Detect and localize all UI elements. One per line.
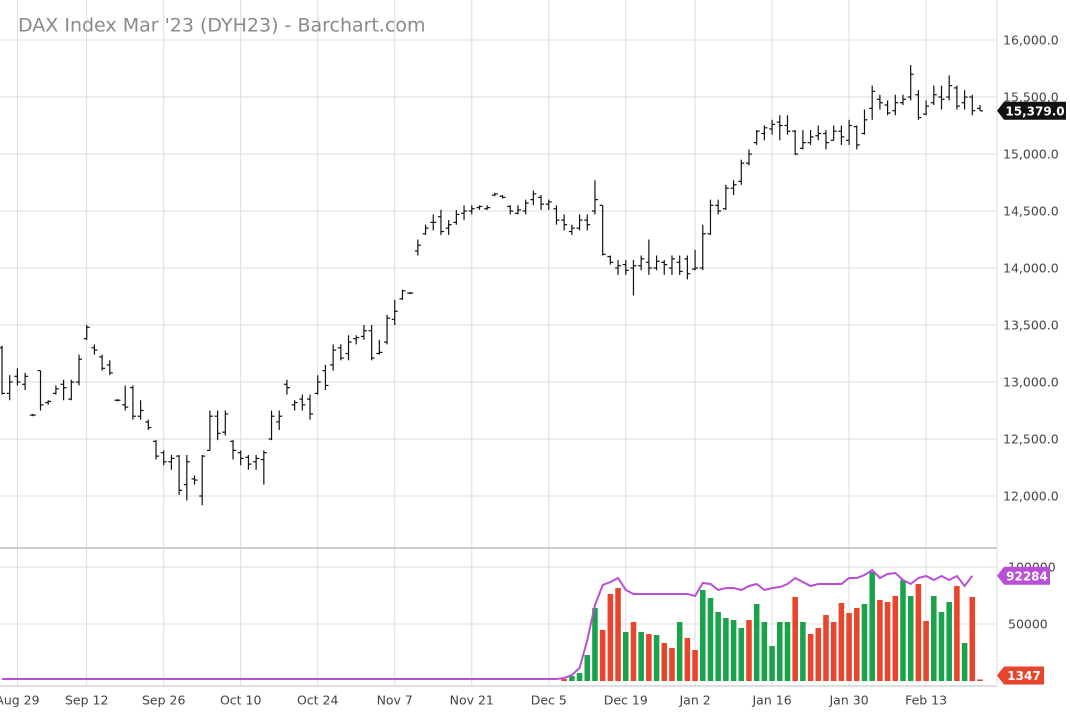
grid-layer xyxy=(0,0,998,687)
volume-bar xyxy=(777,622,783,681)
volume-bar xyxy=(915,584,922,681)
y-tick-label: 12,000.0 xyxy=(1003,489,1059,504)
volume-bar xyxy=(846,613,852,681)
volume-bar xyxy=(830,622,837,681)
volume-bar xyxy=(569,675,575,681)
volume-bar xyxy=(815,628,822,681)
volume-bar xyxy=(584,654,591,681)
volume-bar xyxy=(800,622,806,681)
volume-bar xyxy=(792,597,798,681)
x-tick-label: Jan 30 xyxy=(829,693,869,708)
volume-bar xyxy=(977,679,983,681)
volume-bar xyxy=(738,628,745,681)
volume-bar xyxy=(954,586,960,681)
x-tick-label: Aug 29 xyxy=(0,693,40,708)
volume-bar xyxy=(923,621,929,681)
volume-bar xyxy=(615,588,621,681)
volume-bar xyxy=(769,646,775,681)
y-tick-label: 15,000.0 xyxy=(1003,147,1059,162)
volume-bar xyxy=(869,572,875,681)
x-tick-label: Oct 10 xyxy=(220,693,262,708)
volume-bar xyxy=(969,597,976,681)
x-tick-label: Sep 12 xyxy=(65,693,108,708)
volume-bar xyxy=(900,579,906,681)
x-tick-label: Nov 21 xyxy=(450,693,494,708)
x-tick-label: Feb 13 xyxy=(905,693,947,708)
volume-bar xyxy=(746,620,752,681)
y-tick-label: 13,500.0 xyxy=(1003,318,1059,333)
volume-bar xyxy=(592,607,598,681)
volume-bar xyxy=(784,622,791,681)
volume-bar xyxy=(838,603,845,681)
volume-bar xyxy=(684,638,691,681)
volume-bar xyxy=(599,629,606,681)
volume-bar xyxy=(607,593,614,681)
volume-bar xyxy=(907,596,914,681)
volume-bar xyxy=(877,600,883,681)
open-interest-badge-label: 92284 xyxy=(1006,569,1048,583)
y-tick-label: 14,000.0 xyxy=(1003,261,1059,276)
volume-bar xyxy=(576,672,583,681)
volume-bar xyxy=(807,633,814,681)
volume-bar xyxy=(884,602,891,681)
volume-bar xyxy=(646,633,652,681)
x-tick-label: Nov 7 xyxy=(377,693,413,708)
volume-bar xyxy=(692,650,698,681)
marks-layer xyxy=(0,65,983,681)
volume-bar xyxy=(946,602,952,681)
y-tick-label: 12,500.0 xyxy=(1003,432,1059,447)
volume-bar xyxy=(823,614,829,681)
volume-tick-label: 50000 xyxy=(1008,617,1048,632)
volume-bar xyxy=(723,618,729,681)
y-tick-label: 16,000.0 xyxy=(1003,33,1059,48)
volume-bar xyxy=(561,679,567,681)
volume-bar xyxy=(931,596,937,681)
last-price-badge-label: 15,379.0 xyxy=(1005,104,1064,118)
open-interest-line xyxy=(2,568,974,680)
volume-bar xyxy=(892,596,899,681)
y-tick-label: 15,500.0 xyxy=(1003,90,1059,105)
volume-badge xyxy=(997,666,1044,685)
volume-bar xyxy=(638,632,644,681)
volume-bar xyxy=(653,635,660,681)
volume-bar xyxy=(630,622,637,681)
x-tick-label: Jan 16 xyxy=(752,693,792,708)
volume-bar xyxy=(699,589,706,681)
x-tick-label: Oct 24 xyxy=(297,693,339,708)
volume-badge-label: 1347 xyxy=(1007,669,1040,683)
volume-bar xyxy=(715,611,721,681)
labels-layer: DAX Index Mar '23 (DYH23) - Barchart.com… xyxy=(0,15,1066,708)
volume-bar xyxy=(669,647,675,681)
y-tick-label: 14,500.0 xyxy=(1003,204,1059,219)
volume-bar xyxy=(761,622,768,681)
x-tick-label: Dec 19 xyxy=(604,693,648,708)
open-interest-badge xyxy=(997,566,1050,585)
volume-bar xyxy=(707,597,714,681)
x-tick-label: Sep 26 xyxy=(142,693,185,708)
volume-bar xyxy=(854,607,860,681)
volume-bar xyxy=(622,632,629,681)
volume-bar xyxy=(676,622,683,681)
chart-title: DAX Index Mar '23 (DYH23) - Barchart.com xyxy=(18,15,426,37)
volume-bar xyxy=(938,611,945,681)
last-price-badge xyxy=(997,101,1066,120)
x-tick-label: Jan 2 xyxy=(678,693,710,708)
volume-bar xyxy=(661,643,668,681)
volume-bar xyxy=(753,604,760,681)
y-tick-label: 13,000.0 xyxy=(1003,375,1059,390)
volume-bar xyxy=(861,604,868,681)
x-tick-label: Dec 5 xyxy=(531,693,567,708)
volume-bar xyxy=(961,643,968,681)
volume-bar xyxy=(730,620,737,681)
